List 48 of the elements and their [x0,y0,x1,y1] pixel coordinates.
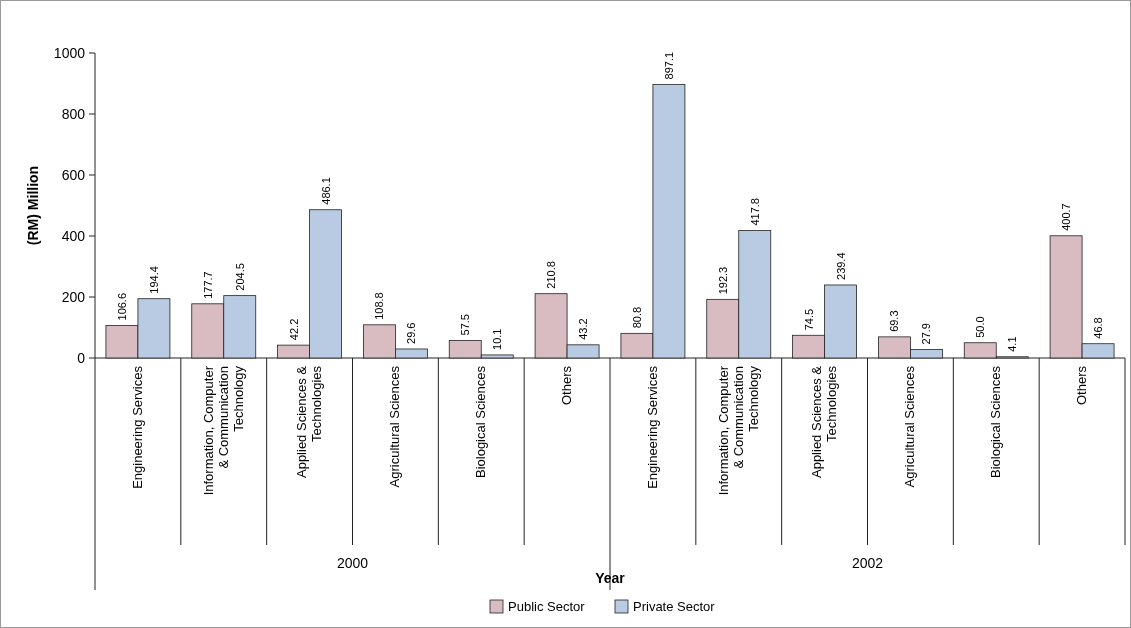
y-tick-label: 200 [61,288,86,305]
data-label: 417.8 [748,198,761,226]
data-label: 69.3 [888,310,901,332]
y-tick-label: 0 [77,349,86,366]
x-tick-label: Biological Sciences [988,365,1004,479]
x-tick-label: Agricultural Sciences [902,365,918,488]
x-tick-label: Applied Sciences & Technologies [294,365,325,479]
data-label: 210.8 [545,261,558,289]
y-axis-title: (RM) Million [25,165,41,246]
data-label: 57.5 [459,314,472,336]
data-label: 29.6 [405,322,418,344]
y-tick-label: 1000 [53,44,86,61]
x-tick-label: Others [1074,365,1090,406]
legend-label: Private Sector [633,599,716,614]
y-tick-label: 600 [61,166,86,183]
x-tick-label: Biological Sciences [473,365,489,479]
data-label: 50.0 [974,316,987,338]
text: Year [595,570,626,586]
data-label: 177.7 [201,271,214,299]
y-tick-label: 800 [61,105,86,122]
x-tick-label: Engineering Services [644,365,660,489]
text: 2000 [336,555,369,571]
x-tick-label: Information, Computer & Communication Technology [200,365,246,496]
x-tick-label: Engineering Services [129,365,145,489]
x-tick-label: Information, Computer & Communication Technology [715,365,761,496]
text: 2002 [851,555,884,571]
data-label: 486.1 [319,177,332,205]
data-label: 43.2 [577,318,590,340]
data-label: 194.4 [147,266,160,294]
data-label: 897.1 [662,51,675,80]
legend-label: Public Sector [508,599,586,614]
x-tick-label: Agricultural Sciences [387,365,403,488]
data-label: 4.1 [1006,336,1019,352]
data-label: 106.6 [115,292,128,321]
data-label: 10.1 [491,328,504,350]
data-label: 80.8 [630,306,643,329]
data-label: 27.9 [920,323,933,345]
data-label: 74.5 [802,308,815,331]
data-label: 400.7 [1060,203,1073,231]
data-label: 204.5 [233,263,246,291]
x-tick-label: Others [559,365,575,406]
y-tick-label: 400 [61,227,86,244]
data-label: 108.8 [373,292,386,320]
data-label: 46.8 [1092,317,1105,339]
data-label: 239.4 [834,252,847,280]
data-label: 192.3 [716,266,729,295]
x-tick-label: Applied Sciences & Technologies [809,365,840,479]
data-label: 42.2 [287,318,300,341]
